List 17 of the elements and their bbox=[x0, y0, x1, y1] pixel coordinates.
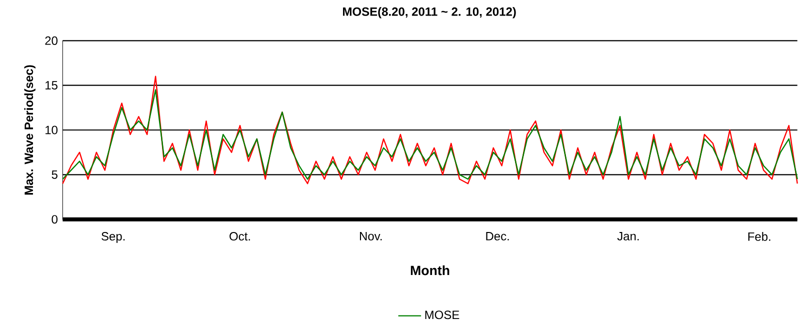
x-tick-label: Oct. bbox=[230, 232, 250, 241]
chart-title: MOSE(8.20, 2011 ~ 2. 10, 2012) bbox=[343, 7, 516, 18]
y-tick-label: 0 bbox=[52, 215, 58, 224]
x-axis-title: Month bbox=[410, 265, 450, 276]
y-tick-label: 20 bbox=[45, 36, 58, 45]
line-series bbox=[62, 76, 798, 184]
x-tick-label: Nov. bbox=[360, 232, 382, 240]
x-tick-label: Feb. bbox=[748, 232, 770, 241]
y-axis-title: Max. Wave Period(sec) bbox=[24, 65, 36, 195]
x-tick-label: Sep. bbox=[102, 232, 125, 243]
y-tick-label: 10 bbox=[46, 126, 58, 134]
x-tick-label: Dec. bbox=[486, 232, 509, 240]
y-tick-label: 5 bbox=[52, 170, 58, 179]
legend-label: MOSE bbox=[425, 310, 460, 320]
y-tick-label: 15 bbox=[46, 81, 58, 90]
x-tick-label: Jan. bbox=[617, 232, 639, 240]
line-series bbox=[62, 89, 798, 180]
